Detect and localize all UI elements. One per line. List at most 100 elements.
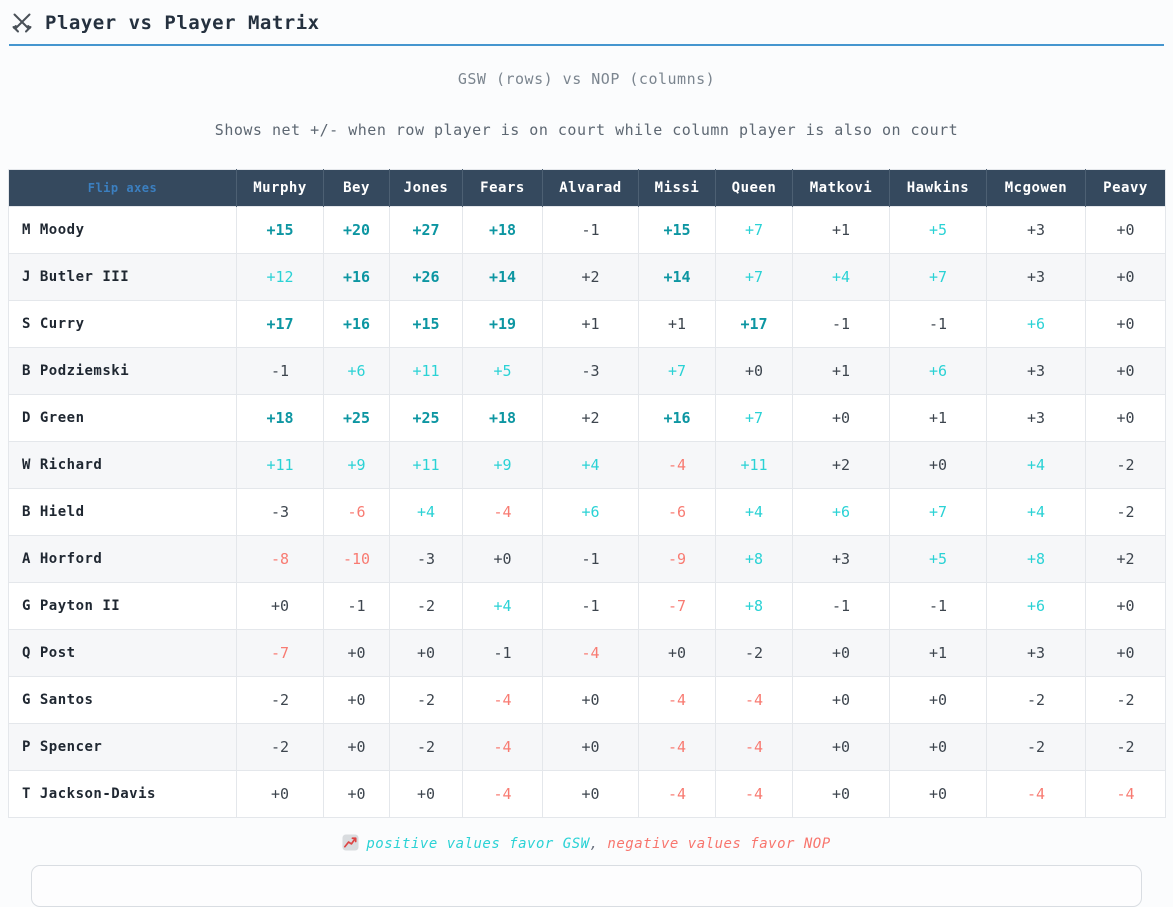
table-row: S Curry +17 +16 +15 +19 +1 +1 +17 -1 -1 +6 +0: [8, 300, 1166, 348]
matrix-cell: +0: [323, 676, 390, 724]
row-label: G Santos: [8, 676, 237, 724]
matrix-cell: +0: [236, 770, 324, 818]
row-label: J Butler III: [8, 253, 237, 301]
matrix-cell: +3: [986, 253, 1086, 301]
matrix-cell: -2: [236, 676, 324, 724]
matrix-cell: +7: [715, 253, 793, 301]
matrix-cell: -1: [889, 300, 987, 348]
matrix-cell: +6: [889, 347, 987, 395]
matrix-cell: +8: [986, 535, 1086, 583]
matrix-cell: +0: [542, 676, 639, 724]
matrix-cell: +25: [323, 394, 390, 442]
matrix-cell: +0: [1085, 253, 1166, 301]
matrix-cell: +7: [889, 488, 987, 536]
matrix-cell: +26: [389, 253, 463, 301]
column-header: Mcgowen: [986, 169, 1086, 207]
matrix-cell: +17: [236, 300, 324, 348]
matrix-cell: -2: [986, 676, 1086, 724]
matrix-cell: +11: [389, 441, 463, 489]
row-label: G Payton II: [8, 582, 237, 630]
matrix-cell: -4: [462, 723, 543, 771]
matrix-cell: +16: [323, 253, 390, 301]
matrix-cell: +5: [889, 206, 987, 254]
matrix-cell: -1: [323, 582, 390, 630]
matrix-cell: +0: [542, 723, 639, 771]
matrix-cell: +4: [792, 253, 890, 301]
matrix-cell: +0: [889, 723, 987, 771]
matrix-cell: +0: [889, 676, 987, 724]
matrix-cell: -1: [792, 582, 890, 630]
matrix-cell: +2: [1085, 535, 1166, 583]
legend: positive values favor GSW, negative valu…: [0, 834, 1173, 852]
matrix-cell: -7: [236, 629, 324, 677]
table-row: T Jackson-Davis +0 +0 +0 -4 +0 -4 -4 +0 +0 -4 -4: [8, 770, 1166, 818]
table-row: G Santos -2 +0 -2 -4 +0 -4 -4 +0 +0 -2 -2: [8, 676, 1166, 724]
row-label: M Moody: [8, 206, 237, 254]
table-row: W Richard +11 +9 +11 +9 +4 -4 +11 +2 +0 +4 -2: [8, 441, 1166, 489]
title-bar: Player vs Player Matrix: [0, 0, 1173, 43]
matrix-cell: +5: [462, 347, 543, 395]
matrix-cell: +14: [638, 253, 716, 301]
matrix-cell: -2: [1085, 676, 1166, 724]
matrix-cell: -4: [1085, 770, 1166, 818]
matrix-cell: +0: [1085, 300, 1166, 348]
matrix-cell: +7: [715, 206, 793, 254]
matrix-cell: +11: [236, 441, 324, 489]
column-header: Peavy: [1085, 169, 1166, 207]
flip-axes-button[interactable]: Flip axes: [87, 181, 158, 195]
matrix-cell: +19: [462, 300, 543, 348]
column-header: Murphy: [236, 169, 324, 207]
table-row: D Green +18 +25 +25 +18 +2 +16 +7 +0 +1 +3 +0: [8, 394, 1166, 442]
matrix-cell: +9: [323, 441, 390, 489]
table-row: G Payton II +0 -1 -2 +4 -1 -7 +8 -1 -1 +6 +0: [8, 582, 1166, 630]
matrix-cell: -1: [236, 347, 324, 395]
matrix-cell: -2: [1085, 488, 1166, 536]
matrix-cell: -2: [1085, 723, 1166, 771]
matrix-cell: +0: [792, 676, 890, 724]
row-label: T Jackson-Davis: [8, 770, 237, 818]
matrix-cell: +11: [389, 347, 463, 395]
matrix-cell: -8: [236, 535, 324, 583]
table-row: Q Post -7 +0 +0 -1 -4 +0 -2 +0 +1 +3 +0: [8, 629, 1166, 677]
header-divider: [9, 44, 1164, 46]
matrix-cell: +1: [542, 300, 639, 348]
matrix-cell: -1: [542, 206, 639, 254]
matrix-cell: -2: [389, 723, 463, 771]
matrix-cell: +4: [542, 441, 639, 489]
matrix-cell: +15: [236, 206, 324, 254]
matrix-cell: +25: [389, 394, 463, 442]
matrix-cell: +0: [323, 723, 390, 771]
row-label: Q Post: [8, 629, 237, 677]
matrix-cell: -4: [542, 629, 639, 677]
matrix-cell: -4: [986, 770, 1086, 818]
matrix-cell: -3: [389, 535, 463, 583]
matrix-cell: -9: [638, 535, 716, 583]
matrix-cell: -1: [792, 300, 890, 348]
matrix-cell: +0: [792, 723, 890, 771]
matrix-cell: +0: [1085, 394, 1166, 442]
matrix-cell: +17: [715, 300, 793, 348]
matrix-cell: +1: [792, 347, 890, 395]
matrix-cell: +4: [389, 488, 463, 536]
column-header: Hawkins: [889, 169, 987, 207]
column-header: Jones: [389, 169, 463, 207]
matrix-cell: -4: [638, 676, 716, 724]
header-row: Flip axes Murphy Bey Jones Fears Alvarad Miss…: [8, 169, 1166, 207]
matrix-cell: +16: [323, 300, 390, 348]
matrix-cell: +18: [462, 206, 543, 254]
matrix-cell: +20: [323, 206, 390, 254]
matrix-cell: -2: [1085, 441, 1166, 489]
matrix-cell: +1: [889, 629, 987, 677]
matrix-cell: +3: [986, 629, 1086, 677]
matrix-cell: -2: [715, 629, 793, 677]
matrix-cell: -6: [638, 488, 716, 536]
matrix-cell: +7: [715, 394, 793, 442]
matrix-cell: -4: [715, 723, 793, 771]
table-row: B Podziemski -1 +6 +11 +5 -3 +7 +0 +1 +6 +3 +0: [8, 347, 1166, 395]
matrix-cell: +18: [236, 394, 324, 442]
row-label: D Green: [8, 394, 237, 442]
matchup-subtitle: GSW (rows) vs NOP (columns): [457, 70, 716, 88]
matrix-cell: +0: [1085, 629, 1166, 677]
matrix-cell: -1: [462, 629, 543, 677]
matrix-cell: +0: [1085, 582, 1166, 630]
